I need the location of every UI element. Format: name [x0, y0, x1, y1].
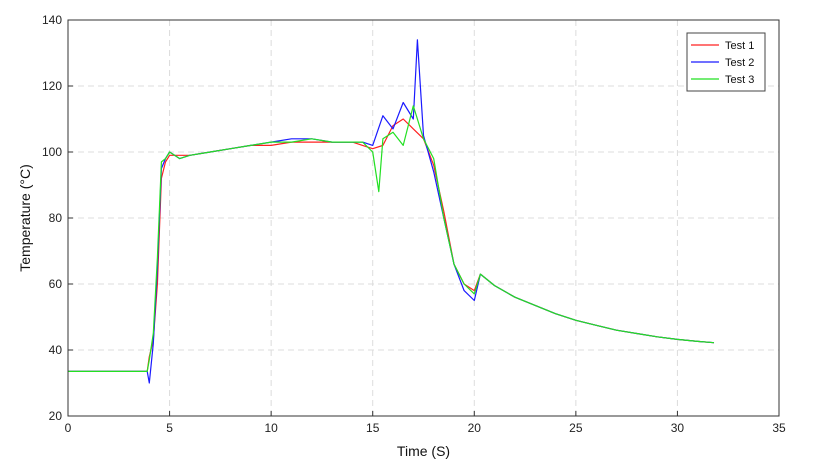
grid	[68, 20, 779, 416]
legend-label-test-3: Test 3	[725, 74, 754, 86]
x-tick-label: 30	[671, 421, 685, 435]
y-tick-label: 80	[49, 211, 63, 225]
y-tick-label: 40	[49, 343, 63, 357]
x-tick-label: 20	[468, 421, 482, 435]
legend-label-test-2: Test 2	[725, 57, 754, 69]
series-line-test-3	[68, 105, 715, 372]
x-tick-label: 10	[264, 421, 278, 435]
x-tick-label: 35	[772, 421, 786, 435]
y-tick-label: 140	[42, 13, 62, 27]
x-tick-label: 15	[366, 421, 380, 435]
y-tick-label: 100	[42, 145, 62, 159]
x-tick-label: 25	[569, 421, 583, 435]
x-tick-label: 0	[65, 421, 72, 435]
axis-ticks: 0 5 10 15 20 25 30 35 20 40 60 80 100 120 140	[42, 13, 786, 435]
y-tick-label: 60	[49, 277, 63, 291]
y-tick-label: 120	[42, 79, 62, 93]
legend: Test 1 Test 2 Test 3	[686, 32, 766, 92]
x-tick-label: 5	[166, 421, 173, 435]
x-axis-label: Time (S)	[397, 443, 450, 459]
plot-series	[68, 39, 715, 384]
y-axis-label: Temperature (°C)	[17, 164, 33, 272]
y-tick-label: 20	[49, 409, 63, 423]
legend-label-test-1: Test 1	[725, 40, 754, 52]
